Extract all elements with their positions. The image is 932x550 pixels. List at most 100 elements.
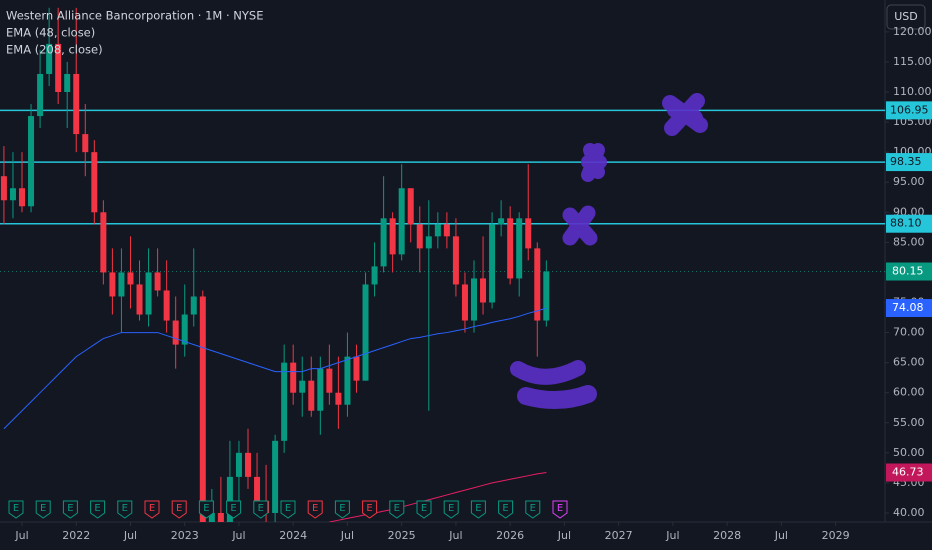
earnings-marker <box>8 500 24 519</box>
earnings-label: E <box>366 503 372 514</box>
currency-label[interactable]: USD <box>894 10 918 23</box>
candle-body <box>335 392 342 405</box>
level-label: 98.35 <box>890 155 922 168</box>
earnings-label: E <box>230 503 236 514</box>
earnings-label: E <box>40 503 46 514</box>
candle-body <box>380 218 387 267</box>
earnings-marker <box>90 500 106 519</box>
earnings-label: E <box>502 503 508 514</box>
candle-body <box>254 476 261 501</box>
candle-body <box>145 272 152 315</box>
earnings-marker <box>552 500 568 519</box>
candle-body <box>154 272 161 291</box>
earnings-marker <box>117 500 133 519</box>
x-tick-label: 2024 <box>279 529 307 542</box>
earnings-label: E <box>448 503 454 514</box>
candle-body <box>208 512 215 522</box>
candle-body <box>489 224 496 303</box>
y-tick-label: 70.00 <box>893 326 925 339</box>
candle-body <box>272 440 279 513</box>
candle-body <box>434 224 441 237</box>
earnings-marker <box>307 500 323 519</box>
candle-body <box>353 356 360 381</box>
earnings-label: E <box>475 503 481 514</box>
candle-body <box>19 188 25 207</box>
candle-body <box>217 512 224 522</box>
x-tick-label: Jul <box>774 529 788 542</box>
x-tick-label: 2028 <box>713 529 741 542</box>
x-tick-label: Jul <box>448 529 462 542</box>
candle-body <box>416 224 423 249</box>
candle-body <box>190 296 197 315</box>
earnings-label: E <box>176 503 182 514</box>
earnings-label: E <box>67 503 73 514</box>
candle-body <box>326 368 333 393</box>
candle-body <box>516 218 523 279</box>
candle-body <box>100 212 107 273</box>
candle-body <box>235 452 242 477</box>
candle-body <box>507 218 514 279</box>
x-tick-label: 2025 <box>388 529 416 542</box>
candle-body <box>290 362 297 393</box>
currency-button[interactable] <box>886 4 926 30</box>
x-tick-label: 2023 <box>171 529 199 542</box>
earnings-label: E <box>203 503 209 514</box>
candle-body <box>46 43 53 74</box>
candle-body <box>525 218 532 249</box>
earnings-marker <box>198 500 214 519</box>
drawing-line <box>517 385 597 410</box>
x-tick-label: 2022 <box>62 529 90 542</box>
candle-body <box>28 116 35 207</box>
x-tick-label: 2026 <box>496 529 524 542</box>
level-tag <box>886 101 932 120</box>
indicator-line <box>3 307 547 430</box>
candle-body <box>64 73 71 93</box>
level-label: 106.95 <box>890 103 929 116</box>
earnings-marker <box>443 500 459 519</box>
y-tick-label: 55.00 <box>893 416 925 429</box>
earnings-label: E <box>258 503 264 514</box>
earnings-label: E <box>122 503 128 514</box>
candle-body <box>425 236 432 249</box>
y-tick-label: 60.00 <box>893 386 925 399</box>
candle-body <box>471 278 477 321</box>
earnings-marker <box>35 500 51 519</box>
earnings-label: E <box>421 503 427 514</box>
candle-body <box>281 362 288 441</box>
y-tick-label: 120.00 <box>893 25 932 38</box>
earnings-marker <box>498 500 514 519</box>
candle-body <box>9 188 16 201</box>
x-tick-label: Jul <box>340 529 354 542</box>
candle-body <box>371 266 378 285</box>
earnings-label: E <box>530 503 536 514</box>
candle-body <box>317 368 324 411</box>
earnings-marker <box>171 500 187 519</box>
price-tag <box>886 463 932 482</box>
candle-body <box>498 218 505 225</box>
y-tick-label: 50.00 <box>893 446 925 459</box>
legend-entry: EMA (48, close) <box>6 26 95 40</box>
plot <box>0 7 885 522</box>
y-tick-label: 65.00 <box>893 356 925 369</box>
earnings-marker <box>226 500 242 519</box>
price-tag <box>886 262 932 281</box>
earnings-label: E <box>285 503 291 514</box>
earnings-label: E <box>394 503 400 514</box>
x-tick-label: Jul <box>557 529 571 542</box>
legend: Western Alliance Bancorporation · 1M · N… <box>6 9 263 57</box>
earnings-marker <box>280 500 296 519</box>
drawing-cross <box>562 205 598 246</box>
earnings-marker <box>362 500 378 519</box>
candle-body <box>199 296 206 522</box>
earnings-marker <box>525 500 541 519</box>
drawing-line <box>510 360 586 385</box>
earnings-label: E <box>557 503 563 514</box>
price-tag-label: 80.15 <box>892 265 924 278</box>
candle-body <box>534 248 541 321</box>
earnings-label: E <box>312 503 318 514</box>
candle-body <box>452 236 459 285</box>
x-tick-label: Jul <box>14 529 28 542</box>
earnings-marker <box>470 500 486 519</box>
earnings-label: E <box>339 503 345 514</box>
